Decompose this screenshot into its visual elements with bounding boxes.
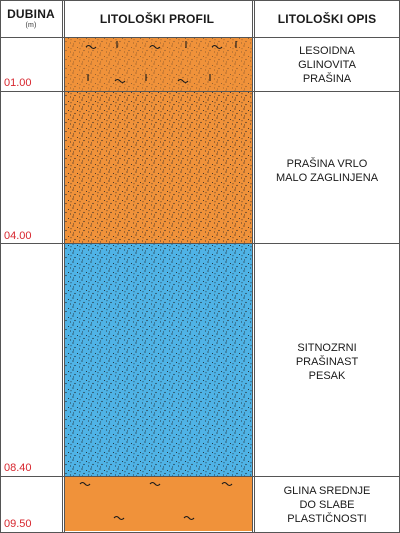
- description-line: PRAŠINA VRLO: [286, 158, 368, 170]
- description-line: PLASTIČNOSTI: [287, 513, 367, 525]
- layer-1-symbols: [85, 41, 237, 84]
- layer-4-symbols: [79, 481, 233, 521]
- depth-label-layer-3: 08.40: [4, 462, 32, 474]
- description-line: PRAŠINA: [302, 73, 352, 85]
- description-layer-3: SITNOZRNI PRAŠINAST PESAK: [256, 341, 398, 383]
- description-line: DO SLABE: [299, 499, 355, 511]
- description-line: GLINOVITA: [298, 59, 356, 71]
- depth-label-layer-4: 09.50: [4, 518, 32, 530]
- header-description-title: LITOLOŠKI OPIS: [277, 12, 377, 26]
- layer-3-dots: [64, 243, 252, 476]
- description-line: GLINA SREDNJE: [283, 485, 371, 497]
- description-layer-1: LESOIDNA GLINOVITA PRAŠINA: [256, 44, 398, 86]
- layer-4-fill: [64, 476, 252, 531]
- depth-label-layer-1: 01.00: [4, 77, 32, 89]
- header-depth-unit: (m): [25, 22, 37, 30]
- layer-1-dots: [64, 38, 252, 91]
- description-line: LESOIDNA: [299, 45, 355, 57]
- description-line: MALO ZAGLINJENA: [275, 172, 379, 184]
- layer-2-dots: [64, 91, 252, 243]
- description-layer-4: GLINA SREDNJE DO SLABE PLASTIČNOSTI: [256, 484, 398, 526]
- header-depth-title: DUBINA: [7, 7, 55, 22]
- description-line: PESAK: [308, 370, 346, 382]
- description-line: PRAŠINAST: [295, 356, 359, 368]
- description-line: SITNOZRNI: [297, 342, 357, 354]
- header-profile-title: LITOLOŠKI PROFIL: [99, 12, 215, 26]
- depth-label-layer-2: 04.00: [4, 230, 32, 242]
- description-layer-2: PRAŠINA VRLO MALO ZAGLINJENA: [256, 157, 398, 185]
- header-depth: DUBINA (m): [2, 2, 60, 36]
